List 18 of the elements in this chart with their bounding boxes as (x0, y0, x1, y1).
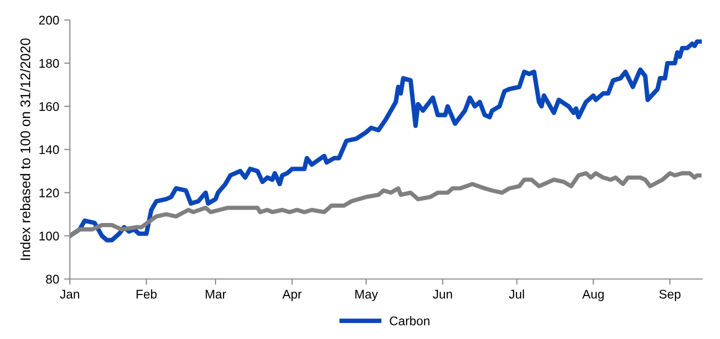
y-tick-label: 200 (39, 16, 59, 25)
x-tick-label: Sep (659, 290, 680, 302)
y-tick-label: 180 (40, 58, 59, 68)
x-tick-label: Jun (432, 290, 452, 299)
x-tick-label: Jan (60, 290, 80, 299)
y-axis-title: Index rebased to 100 on 31/12/2020 (20, 38, 30, 260)
y-tick-label: 80 (46, 274, 59, 284)
y-tick-label: 140 (40, 145, 59, 154)
legend-label: Carbon (390, 316, 430, 326)
x-tick-label: Feb (136, 289, 157, 299)
y-tick-label: 160 (40, 102, 59, 111)
y-tick-label: 120 (40, 188, 59, 198)
x-tick-label: Mar (206, 290, 226, 299)
x-tick-label: May (355, 290, 378, 302)
x-tick-label: Apr (282, 290, 302, 302)
y-tick-label: 100 (40, 232, 59, 240)
x-tick-label: Jul (509, 289, 524, 299)
x-tick-label: Aug (582, 290, 604, 302)
